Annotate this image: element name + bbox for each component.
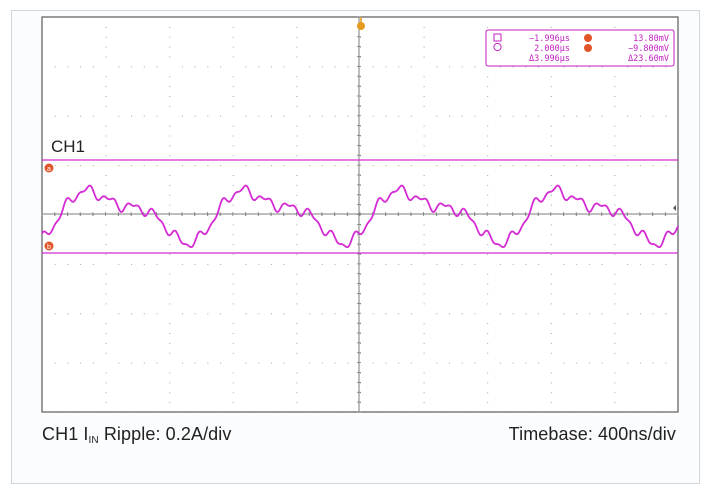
readout-volt-a: 13.80mV [633,34,669,44]
square-cursor-icon [493,33,502,42]
readout-a-badge-icon [584,34,592,42]
cursor-readout-box: −1.996μs 2.000μs Δ3.996μs 13.80mV −9.800… [485,29,675,67]
circle-cursor-icon [493,42,502,52]
readout-time-a: −1.996μs [529,34,570,44]
readout-delta-t: Δ3.996μs [529,54,570,64]
ch1-waveform-trace [41,184,679,249]
readout-time-b: 2.000μs [534,44,570,54]
ch1-offset-marker-icon [673,205,676,211]
axis-ticks [41,16,679,413]
cursor-b-badge[interactable]: b [44,241,54,252]
svg-text:a: a [47,166,51,173]
timebase-caption: Timebase: 400ns/div [508,424,676,444]
readout-b-badge-icon [584,44,592,52]
svg-text:b: b [47,244,51,251]
grid-dots [42,17,679,413]
channel-caption: CH1 IIN Ripple: 0.2A/div [42,424,232,446]
readout-volt-b: −9.800mV [628,44,669,54]
channel-label: CH1 [51,137,85,156]
trigger-marker[interactable] [357,17,365,30]
readout-delta-v: Δ23.60mV [628,54,669,64]
cursor-a-badge[interactable]: a [44,163,54,174]
